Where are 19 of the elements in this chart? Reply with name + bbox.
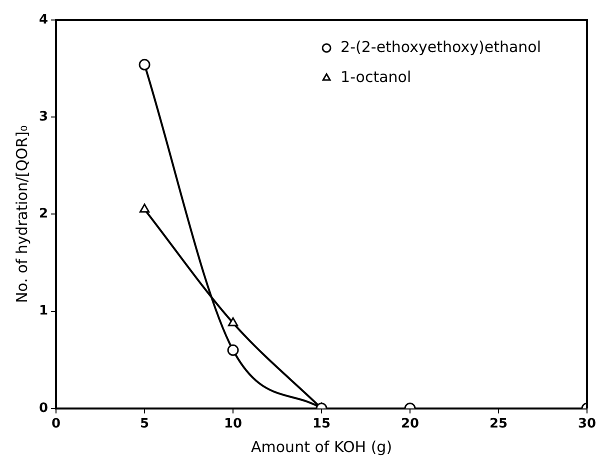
point <box>228 317 238 326</box>
x-tick-label: 30 <box>578 416 596 432</box>
y-tick-label: 1 <box>39 304 48 319</box>
x-tick-label: 0 <box>52 416 61 432</box>
legend-label: 1-octanol <box>340 68 412 86</box>
y-tick-label: 4 <box>39 12 48 28</box>
x-tick-label: 15 <box>312 416 331 432</box>
x-tick-label: 25 <box>489 416 508 432</box>
x-tick-label: 20 <box>400 416 420 432</box>
y-axis-title: No. of hydration/[QOR]₀ <box>12 125 31 304</box>
point <box>139 204 150 213</box>
x-axis-title: Amount of KOH (g) <box>251 438 392 456</box>
y-tick-label: 0 <box>39 400 48 416</box>
x-tick-label: 10 <box>224 416 242 432</box>
y-tick-label: 3 <box>39 109 48 124</box>
legend-label: 2-(2-ethoxyethoxy)ethanol <box>340 38 542 56</box>
point <box>138 58 150 70</box>
x-tick-label: 5 <box>140 416 150 432</box>
y-tick-label: 2 <box>39 206 48 222</box>
